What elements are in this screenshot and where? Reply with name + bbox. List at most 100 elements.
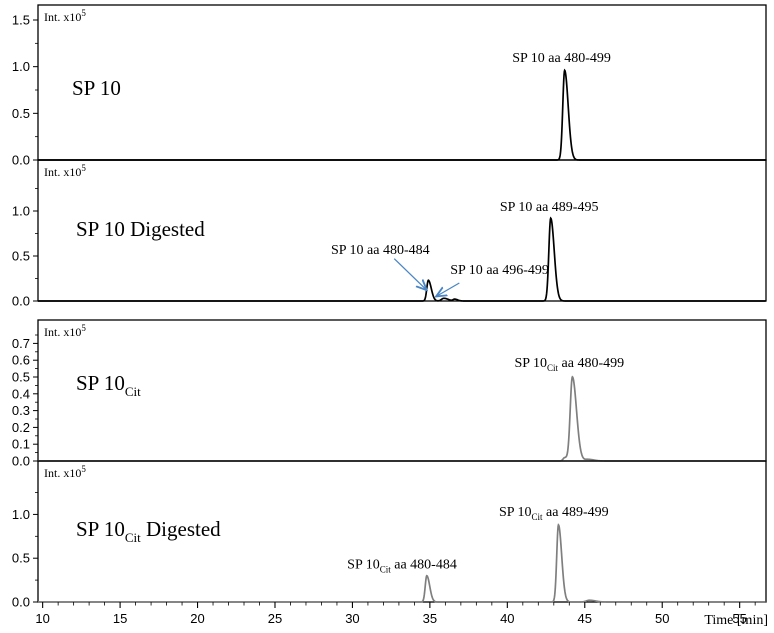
peak-annotation-main: SP 10 [512, 51, 545, 66]
y-tick-label: 0.5 [12, 249, 30, 264]
peak-annotation: SP 10 aa 489-495 [500, 200, 599, 215]
intensity-label: Int. x105 [44, 8, 86, 24]
peak-apex [564, 69, 566, 71]
peak-annotation-suffix: aa 480-484 [391, 558, 457, 573]
y-tick-label: 0.0 [12, 595, 30, 610]
y-tick-label: 0.2 [12, 420, 30, 435]
peak-annotation-main: SP 10 [500, 200, 533, 215]
peak-annotation-main: SP 10 [450, 263, 483, 278]
peak-apex [427, 279, 429, 281]
intensity-label-exponent: 5 [81, 163, 86, 173]
peak-annotation-main: SP 10 [499, 505, 532, 520]
peak-annotation-subscript: Cit [547, 363, 559, 373]
annotation-arrow [436, 282, 460, 297]
panel-title: SP 10Cit Digested [76, 517, 221, 545]
peak-annotation-suffix: aa 480-499 [558, 356, 624, 371]
intensity-label-exponent: 5 [81, 464, 86, 474]
intensity-label-exponent: 5 [81, 323, 86, 333]
intensity-label: Int. x105 [44, 163, 86, 179]
x-tick-label: 40 [500, 611, 514, 626]
chart-panel-2: 0.0 0.5 1.0 Int. x105 SP 10 Digested SP 10 aa… [12, 159, 767, 309]
x-tick-label: 45 [578, 611, 592, 626]
y-tick-label: 0.0 [12, 454, 30, 469]
chromatogram-trace [38, 375, 766, 462]
x-tick-label: 30 [345, 611, 359, 626]
y-tick-label: 0.5 [12, 551, 30, 566]
intensity-label-exponent: 5 [81, 8, 86, 18]
peak-annotation-subscript: Cit [380, 565, 392, 575]
panel-title-main: SP 10 [76, 371, 125, 395]
x-tick-label: 25 [268, 611, 282, 626]
y-tick-label: 0.1 [12, 437, 30, 452]
panel-title-subscript: Cit [125, 384, 141, 399]
x-tick-label: 55 [732, 611, 746, 626]
panel-title: SP 10 Digested [76, 217, 205, 241]
x-tick-label: 10 [35, 611, 49, 626]
intensity-label-base: Int. x10 [44, 10, 81, 24]
panel-title-suffix: Digested [141, 517, 221, 541]
y-tick-label: 1.0 [12, 204, 30, 219]
peak-apex [443, 297, 445, 299]
x-tick-label: 50 [655, 611, 669, 626]
peak-annotation-subscript: Cit [532, 512, 544, 522]
panel-frame [37, 319, 767, 462]
intensity-label: Int. x105 [44, 464, 86, 480]
intensity-label: Int. x105 [44, 323, 86, 339]
peak-apex [426, 575, 428, 577]
intensity-label-base: Int. x10 [44, 466, 81, 480]
panel-title-main: SP 10 [76, 517, 125, 541]
chromatogram-trace [38, 216, 766, 302]
peak-annotation-suffix: aa 480-499 [545, 51, 611, 66]
peak-apex [571, 376, 573, 378]
peak-annotation: SP 10 aa 480-499 [512, 51, 611, 66]
panel-title-main: SP 10 [72, 76, 121, 100]
peak-apex [587, 458, 589, 460]
peak-apex [557, 524, 560, 526]
y-tick-label: 0.0 [12, 153, 30, 168]
y-tick-label: 1.5 [12, 13, 30, 28]
y-tick-label: 0.3 [12, 403, 30, 418]
intensity-label-base: Int. x10 [44, 325, 81, 339]
panel-title: SP 10Cit [76, 371, 141, 399]
peak-annotation-suffix: aa 489-495 [532, 200, 598, 215]
y-tick-label: 0.7 [12, 336, 30, 351]
y-tick-label: 0.0 [12, 294, 30, 309]
y-tick-label: 0.4 [12, 386, 30, 401]
peak-annotation: SP 10Cit aa 480-499 [514, 356, 624, 373]
peak-annotation-suffix: aa 496-499 [483, 263, 549, 278]
peak-annotation-suffix: aa 480-484 [364, 243, 430, 258]
peak-annotation-main: SP 10 [514, 356, 547, 371]
peak-annotation: SP 10 aa 480-484 [331, 243, 430, 258]
y-tick-label: 1.0 [12, 59, 30, 74]
panel-title: SP 10 [72, 76, 121, 100]
peak-apex [564, 457, 566, 459]
panel-frame [37, 4, 767, 161]
peak-annotation-main: SP 10 [331, 243, 364, 258]
peak-annotation: SP 10 aa 496-499 [450, 263, 549, 278]
peak-annotation-suffix: aa 489-499 [543, 505, 609, 520]
y-tick-label: 0.5 [12, 370, 30, 385]
x-axis-label: Time [min] [704, 613, 768, 628]
chromatogram-trace [38, 68, 766, 161]
peak-apex [588, 599, 591, 601]
x-tick-label: 35 [423, 611, 437, 626]
y-tick-label: 1.0 [12, 507, 30, 522]
x-tick-label: 15 [113, 611, 127, 626]
peak-annotation: SP 10Cit aa 480-484 [347, 558, 457, 575]
chromatogram-trace [38, 523, 766, 603]
peak-apex [550, 217, 552, 219]
panel-title-subscript: Cit [125, 530, 141, 545]
y-tick-label: 0.6 [12, 353, 30, 368]
intensity-label-base: Int. x10 [44, 165, 81, 179]
x-tick-label: 20 [190, 611, 204, 626]
panel-title-main: SP 10 Digested [76, 217, 205, 241]
peak-apex [454, 298, 456, 300]
peak-annotation-main: SP 10 [347, 558, 380, 573]
peak-annotation: SP 10Cit aa 489-499 [499, 505, 609, 522]
y-tick-label: 0.5 [12, 106, 30, 121]
